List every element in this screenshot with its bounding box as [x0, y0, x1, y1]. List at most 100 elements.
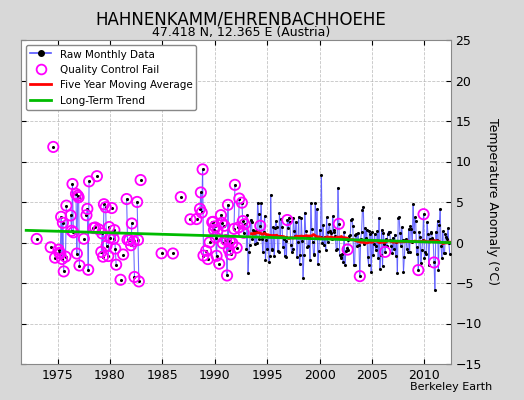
Point [414, 267, 422, 273]
Point [316, 234, 325, 240]
Point [424, 261, 433, 268]
Point [327, 230, 335, 237]
Point [196, 189, 205, 196]
Point [233, 244, 241, 251]
Point [309, 238, 317, 245]
Point [378, 263, 387, 270]
Point [309, 250, 318, 257]
Point [346, 232, 354, 238]
Point [208, 219, 216, 225]
Point [385, 228, 393, 235]
Point [437, 243, 445, 250]
Point [230, 226, 238, 232]
Point [93, 173, 101, 179]
Point [331, 233, 340, 239]
Point [199, 252, 208, 259]
Point [270, 253, 278, 260]
Point [366, 231, 375, 237]
Point [225, 246, 233, 253]
Point [212, 253, 221, 259]
Point [374, 254, 383, 261]
Point [352, 231, 361, 238]
Point [372, 247, 380, 254]
Point [422, 250, 430, 257]
Point [330, 227, 338, 233]
Point [303, 244, 312, 250]
Point [428, 235, 436, 242]
Point [104, 253, 113, 259]
Point [243, 212, 252, 218]
Point [56, 250, 64, 257]
Point [280, 236, 288, 242]
Point [325, 221, 333, 227]
Point [94, 226, 103, 232]
Point [100, 201, 108, 208]
Point [298, 238, 307, 244]
Point [419, 237, 427, 243]
Point [355, 242, 363, 248]
Point [440, 250, 449, 256]
Point [398, 224, 406, 230]
Point [377, 252, 385, 258]
Point [212, 253, 221, 259]
Point [82, 212, 91, 218]
Point [343, 245, 351, 251]
Point [136, 177, 145, 183]
Point [443, 236, 451, 243]
Point [239, 230, 248, 236]
Point [332, 247, 341, 253]
Point [390, 231, 399, 238]
Point [49, 144, 58, 150]
Point [215, 260, 223, 267]
Point [427, 229, 435, 236]
Point [225, 246, 233, 253]
Point [252, 228, 260, 234]
Point [60, 268, 68, 275]
Point [313, 206, 321, 212]
Point [279, 243, 287, 250]
Point [135, 278, 143, 285]
Point [445, 251, 454, 258]
Point [210, 226, 218, 233]
Point [49, 144, 58, 150]
Point [242, 246, 250, 252]
Point [208, 219, 216, 225]
Point [275, 249, 283, 256]
Point [360, 241, 368, 247]
Point [439, 228, 447, 235]
Point [380, 240, 388, 247]
Point [99, 254, 107, 260]
Point [97, 249, 105, 255]
Point [234, 224, 243, 231]
Point [75, 262, 84, 269]
Point [297, 215, 305, 222]
Point [429, 237, 438, 244]
Point [315, 227, 324, 233]
Point [444, 225, 452, 232]
Point [359, 203, 367, 210]
Point [259, 229, 268, 235]
Point [233, 244, 241, 251]
Point [249, 227, 257, 234]
Point [32, 236, 41, 242]
Point [267, 246, 276, 252]
Point [186, 216, 194, 222]
Point [320, 242, 328, 248]
Point [264, 232, 272, 239]
Point [269, 224, 278, 230]
Point [310, 251, 319, 258]
Point [110, 227, 118, 233]
Point [83, 206, 92, 212]
Point [72, 191, 80, 197]
Point [336, 254, 345, 261]
Point [416, 234, 424, 240]
Point [385, 228, 394, 235]
Point [337, 254, 346, 260]
Point [119, 251, 127, 258]
Point [410, 229, 418, 236]
Point [169, 250, 177, 257]
Point [347, 217, 355, 223]
Point [213, 228, 222, 234]
Point [219, 240, 227, 246]
Point [244, 270, 252, 277]
